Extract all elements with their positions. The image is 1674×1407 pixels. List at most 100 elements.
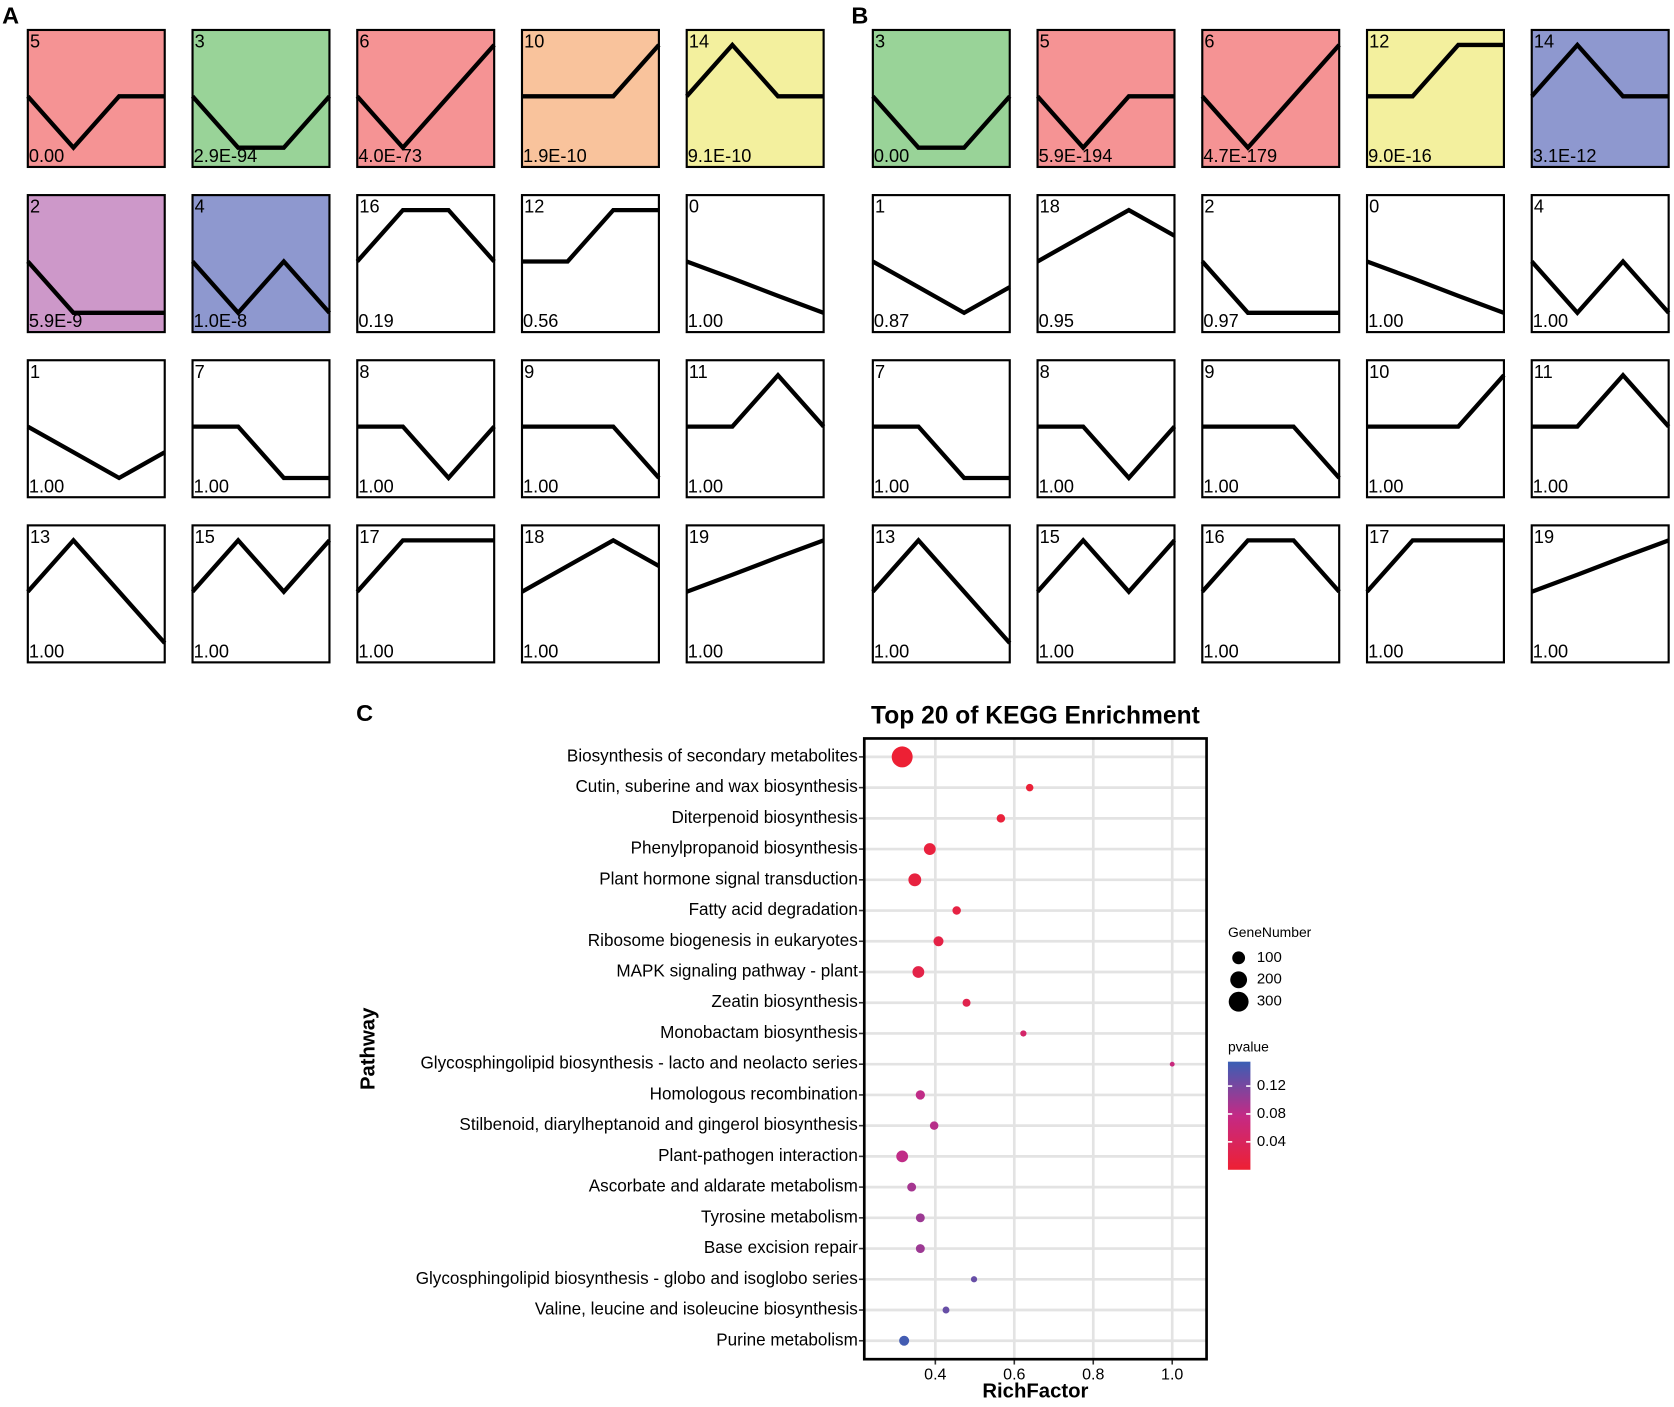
y-tick-label: Plant-pathogen interaction [658,1146,858,1165]
profile-pvalue: 1.0E-8 [194,311,248,331]
profile-pvalue: 1.00 [1368,311,1403,331]
y-tick-label: Glycosphingolipid biosynthesis - lacto a… [420,1054,857,1073]
profile-line [1367,42,1504,99]
x-tick-label: 1.0 [1161,1365,1183,1383]
y-tick-label: Biosynthesis of secondary metabolites [567,746,858,765]
profile-box [520,524,660,664]
y-tick-label: Stilbenoid, diarylheptanoid and gingerol… [459,1115,857,1134]
profile-box [871,194,1011,334]
profile-id: 9 [524,362,534,382]
profile-id: 18 [1040,197,1060,217]
point [929,1121,939,1130]
profile-pvalue: 9.1E-10 [688,146,752,166]
profile-pvalue: 0.00 [29,146,64,166]
point [933,936,944,947]
point [1169,1061,1175,1067]
profile-pvalue: 9.0E-16 [1368,146,1432,166]
profile-line [1530,538,1670,594]
profile-id: 10 [524,32,544,52]
profile-id: 19 [1534,527,1554,547]
profile-line [1035,94,1175,151]
profile-pvalue: 0.19 [358,311,393,331]
profile-pvalue: 1.00 [688,476,723,496]
profile-pvalue: 1.00 [1533,476,1568,496]
profile-pvalue: 2.9E-94 [194,146,258,166]
y-tick-label: Monobactam biosynthesis [660,1023,858,1042]
legend-title: pvalue [1228,1038,1269,1054]
point [970,1276,978,1283]
legend-dot [1232,951,1246,965]
profile-pvalue: 1.00 [1203,476,1238,496]
profile-pvalue: 0.00 [874,146,909,166]
profile-id: 17 [1369,527,1389,547]
y-tick-label: Glycosphingolipid biosynthesis - globo a… [416,1269,858,1288]
profile-pvalue: 1.00 [358,642,393,662]
profile-box [1201,524,1341,664]
x-tick-label: 0.4 [924,1365,946,1383]
profile-pvalue: 1.00 [1533,311,1568,331]
profile-id: 18 [524,527,544,547]
profile-line [520,537,660,594]
profile-id: 6 [1204,32,1214,52]
profile-id: 0 [1369,197,1379,217]
profile-pvalue: 1.00 [688,311,723,331]
profile-line [190,537,332,595]
y-tick-label: Ascorbate and aldarate metabolism [589,1177,858,1196]
point [942,1306,950,1314]
panel-label: A [2,2,19,28]
profile-box [1365,194,1505,334]
profile-line [686,372,826,429]
profile-pvalue: 1.9E-10 [523,146,587,166]
profile-pvalue: 1.00 [688,642,723,662]
legend-label: 100 [1257,949,1282,966]
profile-line [871,94,1012,150]
profile-id: 7 [875,362,885,382]
profile-line [1202,424,1341,480]
point [962,998,971,1007]
profile-line [357,424,496,482]
profile-line [685,259,825,315]
profile-id: 4 [1534,197,1544,217]
y-tick-label: Homologous recombination [650,1084,858,1103]
profile-line [1365,538,1504,594]
profile-line [1036,207,1176,264]
profile-id: 14 [689,32,709,52]
panel-label: C [356,700,373,726]
profile-pvalue: 0.95 [1039,311,1074,331]
y-tick-label: Plant hormone signal transduction [599,869,858,888]
point [996,814,1006,823]
profile-id: 17 [359,527,379,547]
y-tick-label: Cutin, suberine and wax biosynthesis [575,777,857,796]
y-tick-label: MAPK signaling pathway - plant [616,962,858,981]
profile-pvalue: 1.00 [1039,476,1074,496]
point [907,1182,917,1192]
profile-line [521,207,659,264]
profile-line [685,538,825,594]
x-tick-label: 0.6 [1003,1365,1025,1383]
profile-line [1035,537,1177,595]
profile-line [355,207,496,263]
point [952,906,961,915]
color-bar [1227,1061,1251,1170]
y-tick-label: Tyrosine metabolism [701,1207,858,1226]
y-tick-label: Valine, leucine and isoleucine biosynthe… [535,1300,858,1319]
y-tick-label: Diterpenoid biosynthesis [671,808,857,827]
point [908,873,922,887]
profile-box [356,194,496,334]
profile-id: 19 [689,527,709,547]
profile-id: 14 [1534,32,1554,52]
profile-pvalue: 0.56 [523,311,558,331]
profile-id: 7 [195,362,205,382]
profile-pvalue: 4.7E-179 [1203,146,1277,166]
profile-id: 15 [195,527,215,547]
legend-label: 200 [1257,971,1282,988]
profile-pvalue: 1.00 [523,642,558,662]
profile-box [871,524,1011,664]
legend-label: 0.08 [1257,1105,1286,1122]
profile-pvalue: 1.00 [1533,642,1568,662]
profile-pvalue: 3.1E-12 [1533,146,1597,166]
profile-id: 12 [1369,32,1389,52]
profile-box [191,194,331,334]
profile-box [1365,524,1505,664]
legend-label: 0.12 [1257,1077,1286,1094]
